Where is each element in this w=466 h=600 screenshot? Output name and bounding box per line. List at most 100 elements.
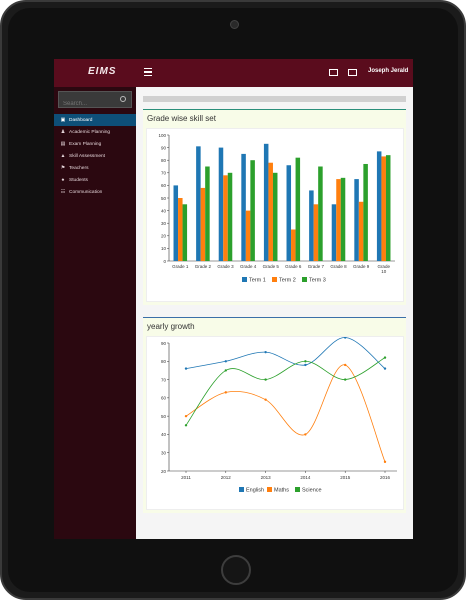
data-point xyxy=(304,363,307,367)
legend-swatch xyxy=(295,487,300,492)
search-input[interactable] xyxy=(59,96,117,112)
legend-label: Science xyxy=(302,488,322,494)
flag-icon: ⚑ xyxy=(60,165,66,171)
x-tick-label: Grade 1 xyxy=(172,264,189,269)
series-line xyxy=(185,337,386,369)
x-tick-label: Grade 5 xyxy=(263,264,280,269)
bar xyxy=(245,210,251,261)
sidebar-item-academic-planning[interactable]: ♟ Academic Planning xyxy=(54,126,136,138)
legend-label: Term 3 xyxy=(309,278,326,284)
y-tick-label: 60 xyxy=(161,183,167,188)
data-point xyxy=(184,424,188,427)
data-point xyxy=(344,363,347,367)
bar xyxy=(376,151,382,261)
x-tick-label-cont: 10 xyxy=(381,269,387,274)
user-name[interactable]: Joseph Jerald xyxy=(368,68,409,74)
data-point xyxy=(184,414,188,418)
y-tick-label: 20 xyxy=(161,469,167,474)
legend-label: Maths xyxy=(274,488,289,494)
line-chart: 20 30 40 50 60 70 80 90 2011 2012 2013 2014 2015 2016… xyxy=(161,336,397,494)
bar xyxy=(263,143,269,261)
bar xyxy=(318,166,323,261)
user-icon: ♠ xyxy=(61,177,65,183)
mail-icon[interactable] xyxy=(329,69,338,76)
dashboard-icon: ▣ xyxy=(60,117,66,123)
book-icon: ▤ xyxy=(60,141,66,147)
bar xyxy=(340,177,346,261)
data-point xyxy=(224,360,227,363)
sitemap-icon: ☷ xyxy=(60,189,66,195)
bar xyxy=(241,153,246,261)
legend-swatch xyxy=(239,487,244,492)
sidebar-item-dashboard[interactable]: ▣ Dashboard xyxy=(54,114,136,126)
x-tick-label: Grade 9 xyxy=(353,264,370,269)
bar xyxy=(354,179,359,261)
y-tick-label: 30 xyxy=(161,221,167,226)
bar-chart: 0 10 20 30 40 50 60 70 80 90 100 Grade 1 Grade 2 Grad… xyxy=(158,133,395,284)
sidebar-item-exam-planning[interactable]: ▤ Exam Planning xyxy=(54,138,136,150)
sidebar: ▣Dashboard ♟Academic Planning ▤Exam Plan… xyxy=(54,87,136,539)
data-point xyxy=(383,367,387,370)
bar xyxy=(272,172,278,261)
y-tick-label: 40 xyxy=(161,208,167,213)
yearly-growth-card: yearly growth 20 30 40 50 60 70 80 90 2011 2012 20… xyxy=(143,317,406,513)
x-tick-label: 2013 xyxy=(261,475,272,480)
x-tick-label: Grade 2 xyxy=(195,264,212,269)
bar xyxy=(250,160,255,261)
bar xyxy=(223,175,228,261)
bar xyxy=(218,147,224,261)
sidebar-item-label: Students xyxy=(69,178,88,183)
y-tick-label: 90 xyxy=(161,145,167,150)
bar xyxy=(385,155,391,261)
series-line xyxy=(185,357,386,426)
sidebar-item-label: Communication xyxy=(69,190,103,195)
bar xyxy=(196,146,201,261)
x-tick-label: Grade 7 xyxy=(308,264,325,269)
camera-icon xyxy=(230,20,239,29)
app-screen: EIMS Joseph Jerald ▣Dashboard ♟Academic … xyxy=(54,59,413,539)
y-tick-label: 60 xyxy=(161,396,167,401)
data-point xyxy=(304,360,307,363)
y-tick-label: 50 xyxy=(161,414,167,419)
bar xyxy=(381,156,386,261)
x-tick-label: 2015 xyxy=(340,475,351,480)
bar xyxy=(336,179,341,261)
sidebar-item-label: Skill Assessment xyxy=(69,154,105,159)
sidebar-item-teachers[interactable]: ⚑ Teachers xyxy=(54,162,136,174)
app-logo[interactable]: EIMS xyxy=(88,66,117,77)
legend-label: English xyxy=(246,488,264,494)
y-tick-label: 80 xyxy=(161,359,167,364)
legend-label: Term 1 xyxy=(249,278,266,284)
search-box xyxy=(58,91,132,112)
y-tick-label: 90 xyxy=(161,341,167,346)
data-point xyxy=(264,350,267,354)
search-icon[interactable] xyxy=(120,96,126,102)
x-tick-label: Grade 3 xyxy=(217,264,234,269)
x-tick-label: Grade 8 xyxy=(330,264,347,269)
x-tick-label: 2011 xyxy=(181,475,191,480)
bar xyxy=(309,190,314,261)
data-point xyxy=(224,369,227,372)
sidebar-item-label: Exam Planning xyxy=(69,142,102,147)
bar xyxy=(313,204,319,261)
sidebar-item-communication[interactable]: ☷ Communication xyxy=(54,186,136,198)
home-button[interactable] xyxy=(221,555,251,585)
line-chart-box: 20 30 40 50 60 70 80 90 2011 2012 2013 2014 2015 2016… xyxy=(146,336,404,510)
message-icon[interactable] xyxy=(348,69,357,76)
menu-toggle-icon[interactable] xyxy=(144,68,152,76)
bar xyxy=(205,166,210,261)
data-point xyxy=(264,378,267,381)
chart-title: yearly growth xyxy=(147,322,195,331)
bar-chart-box: 0 10 20 30 40 50 60 70 80 90 100 Grade 1 Grade 2 Grad… xyxy=(146,128,404,302)
x-tick-label: Grade 4 xyxy=(240,264,257,269)
sidebar-item-skill-assessment[interactable]: ▲ Skill Assessment xyxy=(54,150,136,162)
bar xyxy=(331,204,337,261)
legend-swatch xyxy=(302,277,307,282)
sidebar-item-students[interactable]: ♠ Students xyxy=(54,174,136,186)
data-point xyxy=(383,356,387,359)
x-tick-label: Grade xyxy=(377,264,390,269)
bar xyxy=(291,229,296,261)
bar xyxy=(295,157,301,261)
data-point xyxy=(224,391,227,394)
legend-label: Term 2 xyxy=(279,278,296,284)
